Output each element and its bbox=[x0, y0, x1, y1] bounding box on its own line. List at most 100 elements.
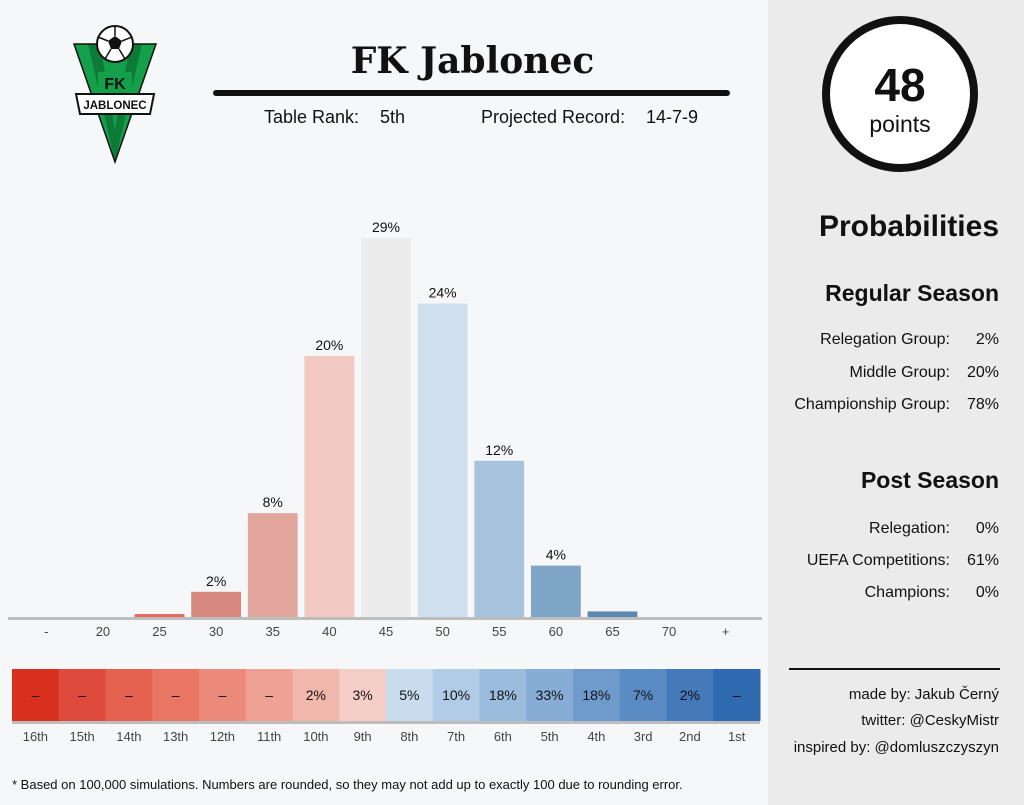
prob-value: 61% bbox=[966, 552, 999, 569]
position-prob-label: – bbox=[78, 687, 86, 703]
footnote: * Based on 100,000 simulations. Numbers … bbox=[12, 777, 683, 792]
projected-record-label: Projected Record: bbox=[481, 107, 626, 127]
bar-55 bbox=[474, 460, 525, 618]
position-label: 6th bbox=[494, 729, 512, 744]
prob-value: 20% bbox=[966, 364, 999, 381]
prob-label: Middle Group: bbox=[849, 364, 951, 381]
x-tick-label: 25 bbox=[152, 624, 166, 639]
finishing-position-strip: – 16th – 15th – 14th – 13th – 12th – 11th 2% 10th 3% 9t… bbox=[12, 669, 761, 744]
logo-band-text: JABLONEC bbox=[83, 100, 146, 112]
x-tick-label: 70 bbox=[662, 624, 676, 639]
position-prob-label: 3% bbox=[353, 687, 373, 703]
position-prob-label: 33% bbox=[536, 687, 564, 703]
position-label: 2nd bbox=[679, 729, 701, 744]
position-cell-11th bbox=[245, 669, 293, 721]
x-tick-label: 55 bbox=[492, 624, 506, 639]
logo-fk-text: FK bbox=[104, 76, 126, 93]
prob-value: 0% bbox=[975, 584, 999, 601]
position-label: 3rd bbox=[634, 729, 653, 744]
position-prob-label: 7% bbox=[633, 687, 653, 703]
x-tick-label: 65 bbox=[605, 624, 619, 639]
position-label: 15th bbox=[69, 729, 94, 744]
x-tick-label: - bbox=[44, 624, 48, 639]
x-tick-label: 20 bbox=[96, 624, 110, 639]
position-cell-5th bbox=[526, 669, 574, 721]
credit-inspired-by: inspired by: @domluszczyszyn bbox=[793, 739, 999, 756]
position-prob-label: – bbox=[218, 687, 226, 703]
position-prob-label: – bbox=[265, 687, 273, 703]
club-crest-logo: FK JABLONEC bbox=[72, 25, 158, 164]
prob-label: Relegation: bbox=[869, 520, 950, 537]
bar-value-label: 24% bbox=[429, 285, 457, 301]
bar-value-label: 12% bbox=[485, 442, 513, 458]
table-rank-value: 5th bbox=[380, 107, 406, 127]
position-cell-8th bbox=[386, 669, 434, 721]
prob-row-uefa: UEFA Competitions: 61% bbox=[768, 552, 1024, 574]
position-prob-label: – bbox=[733, 687, 741, 703]
position-prob-label: 5% bbox=[399, 687, 419, 703]
position-label: 14th bbox=[116, 729, 141, 744]
position-cell-7th bbox=[432, 669, 480, 721]
x-tick-label: 35 bbox=[266, 624, 280, 639]
bar-value-label: 29% bbox=[372, 219, 400, 235]
post-season-title: Post Season bbox=[860, 467, 999, 493]
prob-label: Relegation Group: bbox=[820, 331, 950, 348]
position-label: 12th bbox=[210, 729, 235, 744]
position-prob-label: 18% bbox=[489, 687, 517, 703]
bar-65 bbox=[587, 611, 638, 618]
position-prob-label: – bbox=[31, 687, 39, 703]
position-cell-6th bbox=[479, 669, 527, 721]
bar-60 bbox=[530, 565, 581, 618]
points-value: 48 bbox=[874, 59, 926, 111]
position-prob-label: – bbox=[125, 687, 133, 703]
bar-30 bbox=[191, 591, 242, 618]
position-cell-12th bbox=[199, 669, 247, 721]
bar-value-label: 8% bbox=[263, 494, 283, 510]
position-label: 4th bbox=[587, 729, 605, 744]
x-tick-label: 40 bbox=[322, 624, 336, 639]
position-cell-2nd bbox=[666, 669, 714, 721]
position-cell-13th bbox=[152, 669, 200, 721]
credits-divider bbox=[789, 668, 1000, 670]
position-label: 9th bbox=[354, 729, 372, 744]
bar-35 bbox=[247, 513, 298, 618]
points-label: points bbox=[869, 111, 931, 137]
prob-row-relegation-group: Relegation Group: 2% bbox=[768, 331, 1024, 353]
team-name-title: FK Jablonec bbox=[350, 40, 595, 82]
position-cell-1st bbox=[713, 669, 761, 721]
prob-row-middle-group: Middle Group: 20% bbox=[768, 364, 1024, 386]
x-tick-label: 50 bbox=[435, 624, 449, 639]
projected-record-value: 14-7-9 bbox=[646, 107, 699, 127]
position-cell-16th bbox=[12, 669, 60, 721]
position-label: 16th bbox=[23, 729, 48, 744]
x-axis-line bbox=[8, 617, 762, 620]
position-label: 8th bbox=[400, 729, 418, 744]
prob-row-relegation: Relegation: 0% bbox=[768, 520, 1024, 542]
points-distribution-chart: - 20 25 2% 30 8% 35 20% 40 29% 45 24% 50 12% 55 4% 60 65 7… bbox=[8, 219, 762, 639]
table-rank-label: Table Rank: bbox=[264, 107, 360, 127]
position-cell-15th bbox=[58, 669, 106, 721]
x-tick-label: 30 bbox=[209, 624, 223, 639]
x-tick-label: 45 bbox=[379, 624, 393, 639]
x-tick-label: + bbox=[722, 624, 730, 639]
position-prob-label: – bbox=[172, 687, 180, 703]
strip-baseline bbox=[12, 721, 760, 724]
prob-label: Champions: bbox=[864, 584, 950, 601]
prob-value: 2% bbox=[975, 331, 999, 348]
position-cell-10th bbox=[292, 669, 340, 721]
position-label: 10th bbox=[303, 729, 328, 744]
prob-row-champions: Champions: 0% bbox=[768, 584, 1024, 606]
bar-45 bbox=[361, 238, 411, 618]
probabilities-title: Probabilities bbox=[818, 210, 999, 243]
position-label: 13th bbox=[163, 729, 188, 744]
position-cell-9th bbox=[339, 669, 387, 721]
bar-value-label: 20% bbox=[315, 337, 343, 353]
credit-made-by: made by: Jakub Černý bbox=[848, 686, 999, 703]
position-label: 1st bbox=[728, 729, 746, 744]
bar-50 bbox=[417, 303, 468, 618]
bar-25 bbox=[134, 614, 185, 618]
position-prob-label: 10% bbox=[442, 687, 470, 703]
position-prob-label: 2% bbox=[680, 687, 700, 703]
x-tick-label: 60 bbox=[549, 624, 563, 639]
position-cell-3rd bbox=[619, 669, 667, 721]
